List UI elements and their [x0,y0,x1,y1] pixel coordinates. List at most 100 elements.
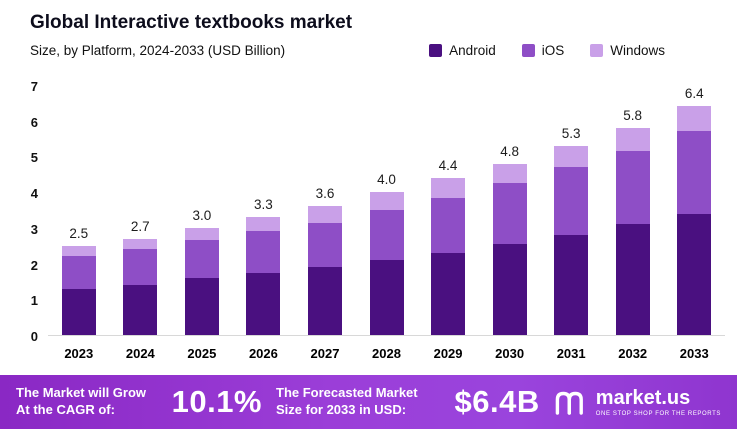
x-axis-label: 2024 [125,346,155,361]
bar-total-label: 3.0 [192,207,212,223]
bar-segment-ios [184,240,219,278]
y-axis-tick: 6 [30,114,38,130]
bar-segment-ios [615,151,650,225]
bar-total-label: 5.8 [623,107,643,123]
legend-swatch-android [429,44,443,57]
bar-total-label: 4.8 [500,143,519,159]
bar-column-2027: 3.6 [294,86,356,335]
y-axis-tick: 5 [30,150,38,166]
bar-segment-windows [615,127,650,152]
bar-segment-android [307,267,342,335]
chart-title: Global Interactive textbooks market [30,12,353,33]
x-axis: 2023 2024 2025 2026 2027 2028 2029 2030 2031 2032… [48,337,725,361]
bar-total-label: 6.4 [684,86,704,102]
bar-segment-ios [431,197,466,253]
bar-segment-ios [369,210,404,260]
bar-column-2032: 5.8 [602,86,664,335]
bar-segment-windows [307,206,342,223]
chart-legend: Android iOS Windows [429,43,665,58]
bar-total-label: 4.0 [377,172,396,188]
forecast-label: The Forecasted Market Size for 2033 in U… [276,385,418,417]
bar-segment-android [184,277,219,335]
bar-segment-windows [123,238,158,250]
logo-name: market.us [595,386,691,409]
bar-total-label: 2.5 [69,225,89,241]
bar-stack [554,145,589,335]
x-axis-label: 2025 [187,346,217,361]
chart-header: Global Interactive textbooks market Size… [0,0,737,58]
bar-stack [369,192,404,335]
bar-column-2023: 2.5 [48,86,110,335]
bar-total-label: 3.3 [254,197,273,213]
logo-text-block: market.us ONE STOP SHOP FOR THE REPORTS [596,388,721,417]
bar-segment-windows [554,145,589,168]
bar-segment-ios [554,167,589,235]
bar-stack [307,206,342,335]
bar-column-2028: 4.0 [356,86,418,335]
bar-total-label: 5.3 [561,125,581,141]
bar-stack [492,163,527,335]
legend-swatch-windows [590,44,604,57]
legend-swatch-ios [521,44,535,57]
bar-segment-ios [307,222,342,268]
bar-column-2033: 6.4 [663,86,725,335]
bar-stack [184,227,219,335]
bar-segment-android [554,235,589,335]
bar-total-label: 4.4 [438,157,458,173]
chart-subtitle: Size, by Platform, 2024-2033 (USD Billio… [30,43,286,58]
x-axis-label: 2030 [495,346,525,361]
logo-tagline: ONE STOP SHOP FOR THE REPORTS [595,410,721,417]
bar-segment-ios [677,131,712,214]
cagr-label: The Market will Grow At the CAGR of: [16,385,147,417]
bar-segment-android [677,213,712,335]
y-axis-tick: 4 [30,186,38,202]
bar-column-2024: 2.7 [110,86,172,335]
bar-segment-android [431,252,466,335]
bar-column-2031: 5.3 [540,86,602,335]
bar-total-label: 3.6 [315,186,335,202]
bar-segment-android [492,243,527,335]
bar-segment-android [246,272,281,335]
bar-segment-ios [492,183,527,244]
legend-item-android: Android [429,43,496,58]
bar-stack [123,238,158,335]
bar-segment-windows [492,163,527,184]
y-axis-tick: 3 [30,221,38,237]
legend-label: Windows [610,43,665,58]
bar-column-2025: 3.0 [171,86,233,335]
bar-column-2030: 4.8 [479,86,541,335]
y-axis-tick: 2 [30,257,38,273]
subtitle-row: Size, by Platform, 2024-2033 (USD Billio… [30,43,709,58]
x-axis-label: 2028 [372,346,401,361]
x-axis-label: 2032 [618,346,648,361]
x-axis-label: 2023 [64,346,94,361]
bar-stack [61,245,96,335]
bar-segment-windows [369,192,404,210]
bar-segment-android [61,288,96,335]
legend-item-ios: iOS [521,43,564,58]
y-axis-tick: 1 [30,293,38,309]
bar-segment-windows [184,227,219,241]
y-axis-tick: 7 [30,79,38,94]
marketus-logo: market.us ONE STOP SHOP FOR THE REPORTS [554,388,721,417]
plot-area: 2.5 2.7 3.0 3.3 3.6 4.0 4.4 4.8 5.3 5.8 6.4 [48,86,725,336]
bar-segment-android [123,285,158,335]
bar-segment-android [615,224,650,335]
x-axis-label: 2026 [248,346,278,361]
bar-stack [615,127,650,335]
bar-segment-ios [123,249,158,285]
x-axis-label: 2027 [310,346,340,361]
footer-banner: The Market will Grow At the CAGR of: 10.… [0,375,737,429]
bar-segment-windows [61,245,96,257]
x-axis-label: 2031 [556,346,586,361]
y-axis-tick: 0 [30,329,38,344]
x-axis-label: 2029 [433,346,463,361]
bar-segment-ios [246,231,281,273]
bar-stack [431,177,466,335]
forecast-value: $6.4B [454,384,540,419]
y-axis: 0 1 2 3 4 5 6 7 [16,79,42,344]
marketus-logo-icon [555,391,583,415]
legend-item-windows: Windows [590,43,665,58]
cagr-value: 10.1% [171,384,262,419]
bar-total-label: 2.7 [130,218,150,234]
